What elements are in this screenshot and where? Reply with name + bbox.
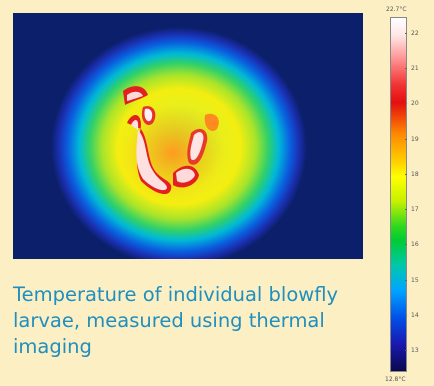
scale-tick: 16 (405, 242, 419, 248)
scale-tick: 18 (405, 172, 419, 178)
scale-tick: 21 (405, 66, 419, 72)
temperature-scale: 22.7°C 22 21 20 19 18 17 16 15 14 13 12.… (380, 0, 434, 386)
warm-core (113, 98, 233, 208)
scale-tick: 19 (405, 137, 419, 143)
scale-tick: 20 (405, 101, 419, 107)
scale-tick: 15 (405, 278, 419, 284)
color-scale-bar (390, 17, 407, 372)
scale-tick: 22 (405, 31, 419, 37)
scale-tick: 17 (405, 207, 419, 213)
thermal-image-graphic (51, 27, 307, 259)
thermal-image (13, 13, 363, 259)
scale-min-label: 12.8°C (385, 376, 406, 383)
larvae-cluster (123, 86, 219, 195)
scale-tick: 13 (405, 348, 419, 354)
scale-tick: 14 (405, 313, 419, 319)
image-caption: Temperature of individual blowfly larvae… (13, 283, 339, 358)
scale-max-label: 22.7°C (386, 6, 407, 13)
